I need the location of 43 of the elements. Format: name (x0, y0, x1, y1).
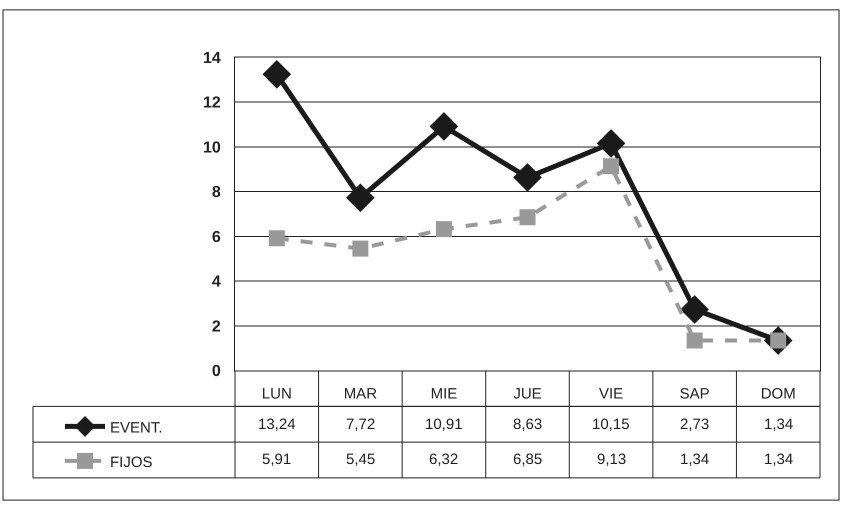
data-label: 7,72 (346, 416, 376, 433)
y-tick-label: 12 (203, 94, 221, 112)
x-tick-label: SAP (680, 386, 710, 403)
x-tick-label: JUE (513, 386, 542, 403)
point (603, 158, 620, 174)
data-label: 1,34 (680, 451, 710, 468)
y-tick-label: 6 (212, 228, 221, 246)
data-label: 2,73 (680, 416, 710, 433)
data-label: 8,63 (513, 416, 542, 433)
data-label: 5,45 (346, 451, 376, 468)
x-tick-label: MAR (344, 386, 378, 403)
y-tick-label: 2 (212, 318, 221, 336)
legend-label: FIJOS (110, 454, 153, 471)
data-label: 1,34 (764, 451, 794, 468)
legend-label: EVENT. (110, 419, 163, 436)
point (262, 60, 292, 89)
point (430, 112, 458, 141)
point (268, 230, 285, 246)
data-label: 6,32 (429, 451, 458, 468)
point (346, 183, 375, 212)
x-tick-label: VIE (598, 386, 624, 403)
data-label: 10,15 (592, 416, 630, 433)
x-tick-label: DOM (760, 386, 796, 403)
point (520, 209, 536, 226)
point (352, 240, 368, 257)
data-label: 9,13 (597, 451, 626, 468)
x-tick-label: MIE (430, 386, 458, 403)
y-tick-label: 10 (203, 139, 221, 156)
point (686, 332, 703, 349)
data-label: 1,34 (764, 416, 794, 433)
y-tick-label: 0 (212, 363, 221, 380)
y-tick-label: 14 (203, 50, 221, 67)
x-tick-label: LUN (262, 386, 292, 403)
data-label: 5,91 (262, 451, 292, 468)
point (680, 295, 709, 324)
data-label: 10,91 (425, 416, 463, 433)
data-label: 6,85 (513, 451, 542, 468)
y-tick-label: 8 (212, 184, 221, 202)
data-label: 13,24 (258, 416, 296, 433)
point (513, 163, 542, 192)
y-tick-label: 4 (212, 274, 221, 291)
point (596, 129, 626, 158)
point (436, 221, 452, 238)
